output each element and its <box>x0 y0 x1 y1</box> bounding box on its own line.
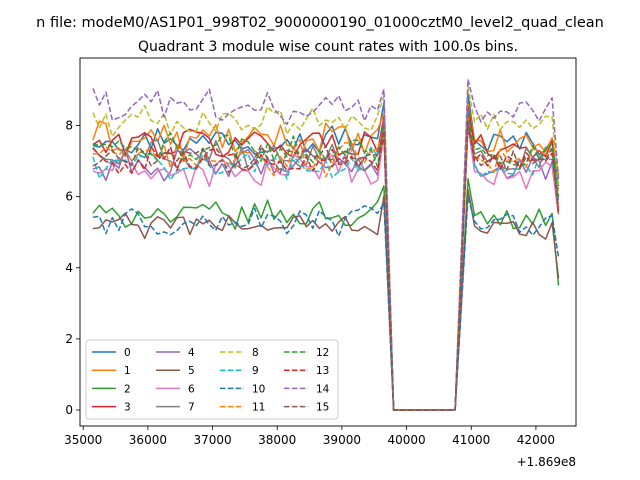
legend-label-2: 2 <box>124 383 131 395</box>
series-line-1 <box>92 103 560 411</box>
x-offset-label: +1.869e8 <box>517 455 576 469</box>
series-line-8 <box>92 85 560 411</box>
legend-label-5: 5 <box>188 365 195 377</box>
series-line-12 <box>92 114 560 411</box>
series-line-14 <box>92 78 560 411</box>
y-tick-label: 4 <box>65 261 73 275</box>
series-line-5 <box>92 188 560 411</box>
series-line-15 <box>92 121 560 411</box>
legend-label-10: 10 <box>252 383 265 395</box>
legend-label-1: 1 <box>124 365 131 377</box>
legend-label-14: 14 <box>316 383 330 395</box>
legend-label-15: 15 <box>316 402 329 414</box>
series-line-10 <box>92 195 560 411</box>
x-tick-label: 37000 <box>193 433 231 447</box>
x-tick-label: 35000 <box>64 433 102 447</box>
x-tick-label: 41000 <box>452 433 490 447</box>
legend-label-6: 6 <box>188 383 195 395</box>
legend-label-0: 0 <box>124 347 131 359</box>
legend-label-4: 4 <box>188 347 195 359</box>
x-tick-label: 39000 <box>323 433 361 447</box>
legend-label-8: 8 <box>252 347 259 359</box>
figure-suptitle: n file: modeM0/AS1P01_998T02_9000000190_… <box>36 15 604 31</box>
x-axis: 35000 36000 37000 38000 39000 40000 41000 42000 <box>64 426 555 447</box>
y-axis: 0 2 4 6 8 <box>65 119 80 417</box>
legend-box <box>85 339 339 420</box>
y-tick-label: 0 <box>65 403 73 417</box>
y-tick-label: 8 <box>65 119 73 133</box>
x-tick-label: 38000 <box>258 433 296 447</box>
series-line-9 <box>92 121 560 411</box>
series-lines <box>92 78 560 411</box>
legend-label-7: 7 <box>188 402 195 414</box>
axes-frame <box>79 57 577 427</box>
x-tick-label: 40000 <box>387 433 425 447</box>
series-line-2 <box>92 178 560 411</box>
legend-label-13: 13 <box>316 365 329 377</box>
plot-area: 35000 36000 37000 38000 39000 40000 41000 42000… <box>64 57 577 469</box>
x-tick-label: 42000 <box>517 433 555 447</box>
series-line-6 <box>92 124 560 411</box>
y-tick-label: 2 <box>65 332 73 346</box>
y-tick-label: 6 <box>65 190 73 204</box>
legend-label-3: 3 <box>124 402 131 414</box>
legend-label-12: 12 <box>316 347 329 359</box>
x-tick-label: 36000 <box>129 433 167 447</box>
series-line-0 <box>92 92 560 411</box>
legend-label-9: 9 <box>252 365 259 377</box>
chart-title: Quadrant 3 module wise count rates with … <box>138 39 518 55</box>
legend-label-11: 11 <box>252 402 265 414</box>
